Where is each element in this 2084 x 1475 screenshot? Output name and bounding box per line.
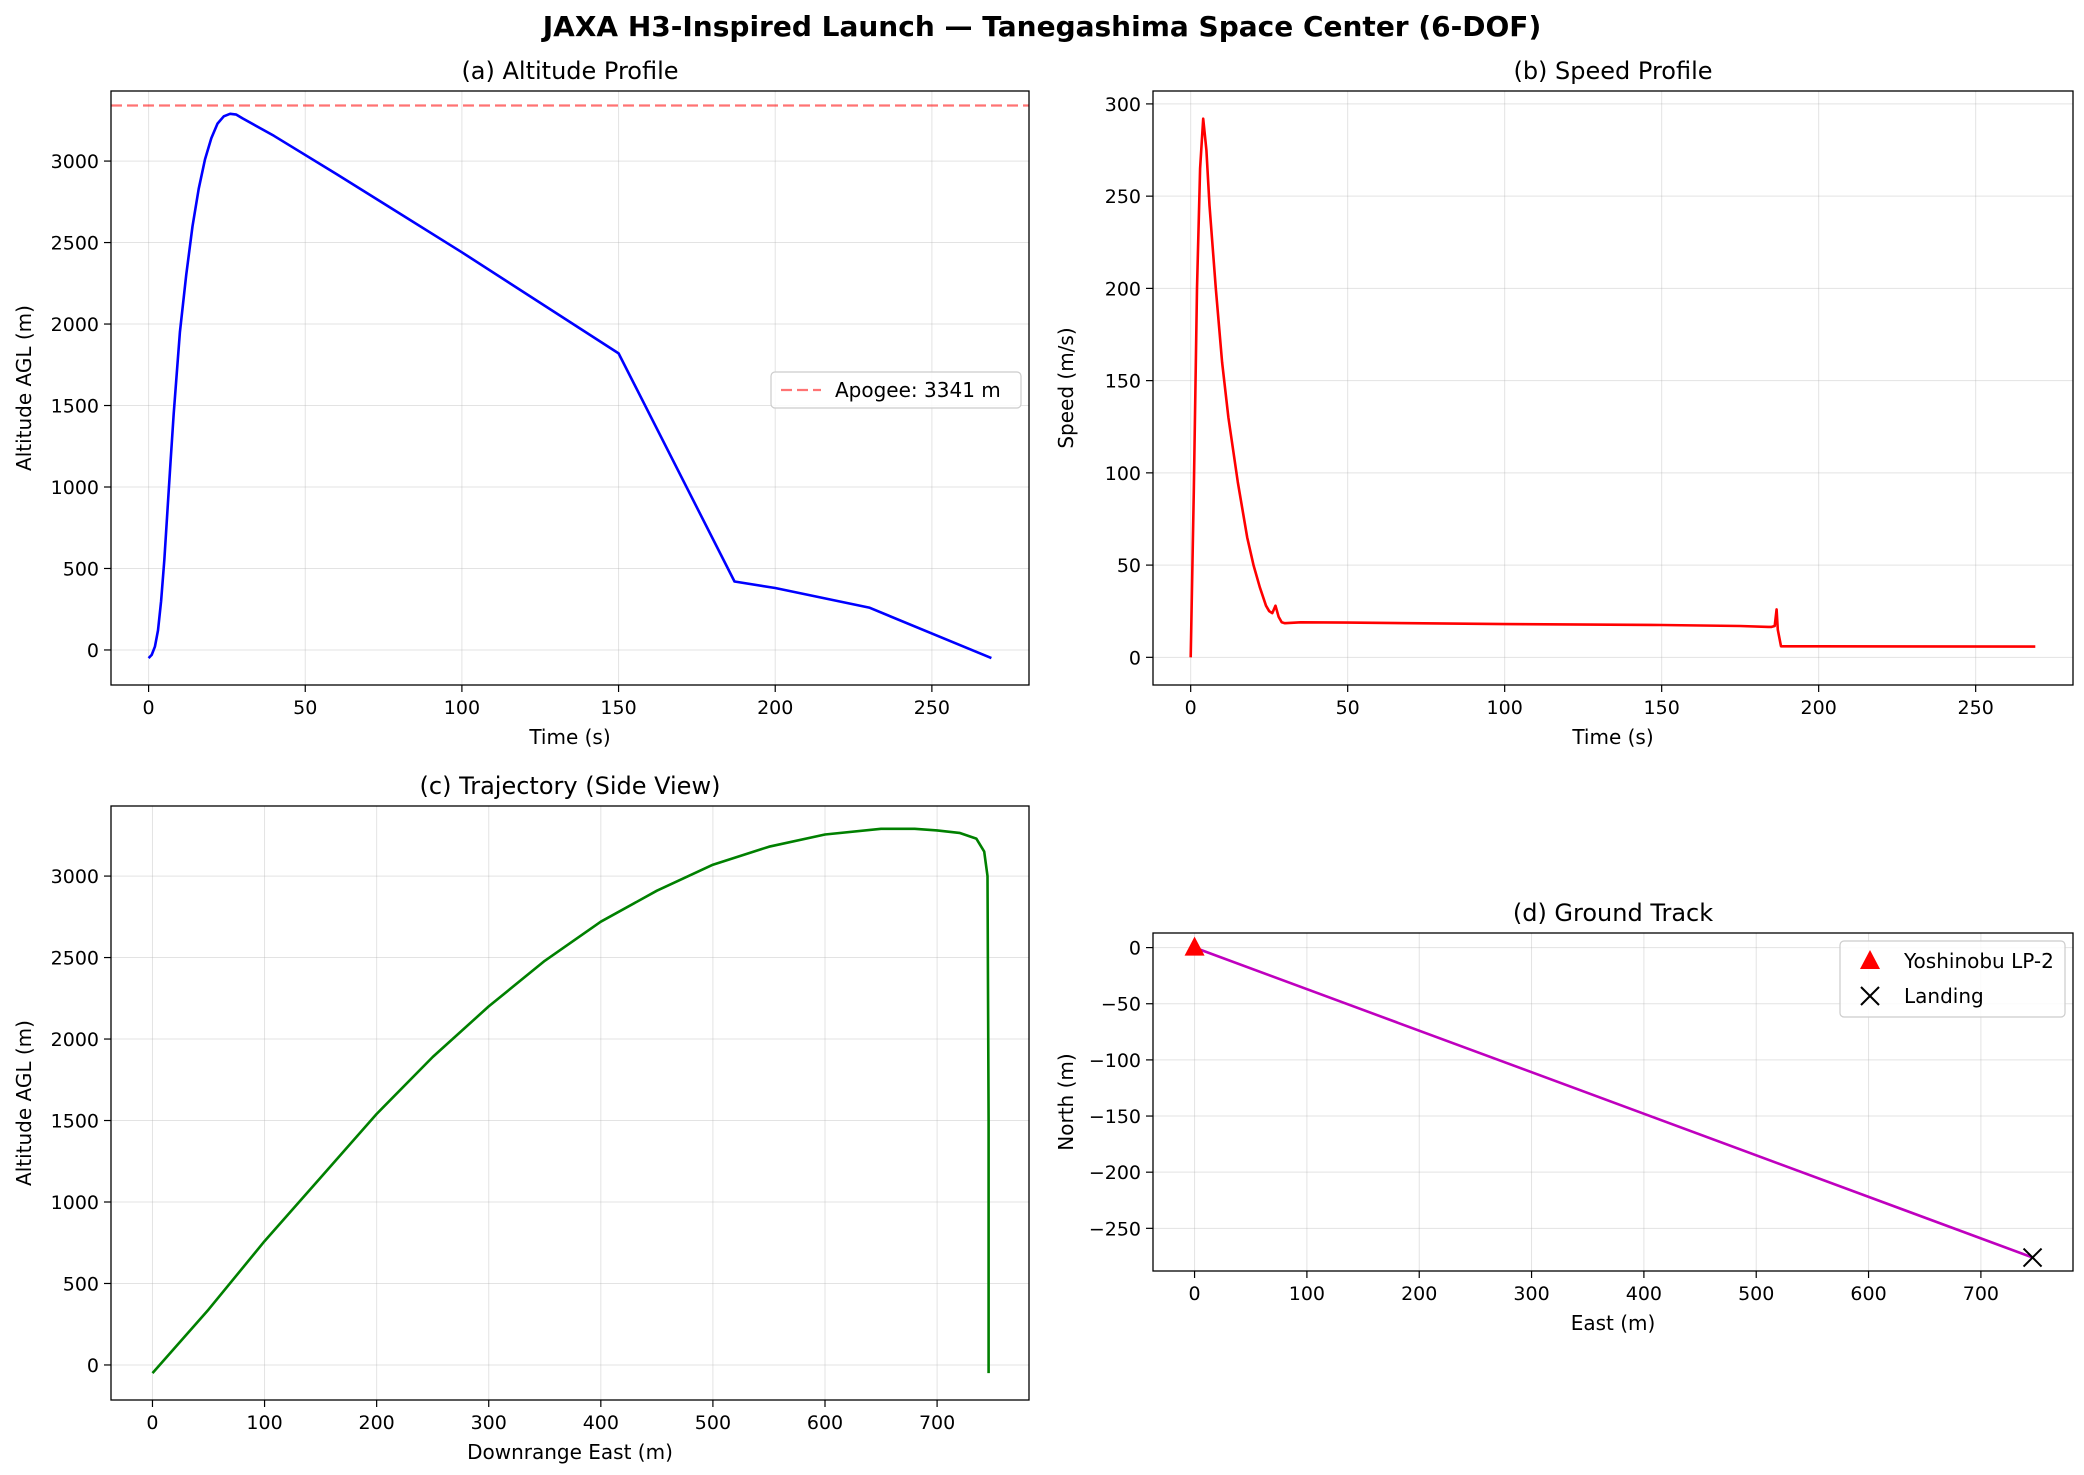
y-tick-label: −200: [1089, 1162, 1141, 1184]
x-tick-label: 600: [1850, 1283, 1886, 1305]
x-tick-label: 250: [1958, 697, 1994, 719]
y-tick-label: 300: [1105, 94, 1141, 116]
panel-title: (b) Speed Profile: [1513, 57, 1712, 85]
y-axis-label: North (m): [1054, 1053, 1078, 1150]
y-tick-label: 50: [1117, 555, 1141, 577]
x-axis-label: Downrange East (m): [467, 1440, 673, 1464]
x-tick-label: 50: [293, 697, 317, 719]
x-tick-label: 500: [1738, 1283, 1774, 1305]
y-tick-label: −50: [1101, 994, 1141, 1016]
x-tick-label: 200: [1801, 697, 1837, 719]
x-tick-label: 600: [807, 1412, 843, 1434]
x-tick-label: 100: [1289, 1283, 1325, 1305]
y-tick-label: 3000: [51, 866, 99, 888]
panel-altitude-profile: 0 50 100 150 200 250050010001500200025003000(…: [12, 57, 1030, 749]
x-tick-label: 0: [146, 1412, 158, 1434]
x-tick-label: 700: [919, 1412, 955, 1434]
x-tick-label: 400: [1626, 1283, 1662, 1305]
panel-title: (c) Trajectory (Side View): [420, 772, 721, 800]
series-line: [147, 112, 992, 660]
x-axis-label: Time (s): [1571, 725, 1653, 749]
x-tick-label: 150: [600, 697, 636, 719]
series-line: [151, 827, 990, 1374]
landing-marker: [2022, 1247, 2043, 1268]
legend-box: [770, 371, 1022, 409]
legend-marker-triangle: [1860, 950, 1880, 969]
axes-frame: [110, 90, 1030, 686]
panel-speed-profile: 0 50 100 150 200 250 0 50 100 150 200 250 300 (b) Spe…: [1054, 57, 2074, 749]
y-axis-label: Altitude AGL (m): [12, 1020, 36, 1186]
x-tick-label: 100: [1487, 697, 1523, 719]
y-tick-label: 0: [87, 640, 99, 662]
y-tick-label: 200: [1105, 278, 1141, 300]
x-tick-label: 300: [471, 1412, 507, 1434]
y-tick-label: 1500: [51, 1111, 99, 1133]
x-axis-label: East (m): [1571, 1311, 1656, 1335]
series-line: [1189, 117, 2036, 658]
y-tick-label: −100: [1089, 1050, 1141, 1072]
y-tick-label: 0: [87, 1355, 99, 1377]
x-tick-label: 100: [444, 697, 480, 719]
panel-trajectory-side-view: 0 100 200 300 400 500 600 700 0 500 1000 1500 2000 25…: [12, 772, 1030, 1464]
x-tick-label: 0: [1189, 1283, 1201, 1305]
y-tick-label: 500: [63, 1273, 99, 1295]
legend-label: Landing: [1904, 984, 1984, 1008]
axes-frame: [1152, 932, 2074, 1272]
y-axis-label: Altitude AGL (m): [12, 305, 36, 471]
y-tick-label: 1500: [51, 396, 99, 418]
landing-marker-stroke: [2022, 1247, 2043, 1268]
y-tick-label: 250: [1105, 186, 1141, 208]
x-tick-label: 0: [143, 697, 155, 719]
figure-suptitle: JAXA H3-Inspired Launch — Tanegashima Sp…: [541, 10, 1541, 43]
y-tick-label: 500: [63, 558, 99, 580]
axes-frame: [110, 805, 1030, 1401]
y-tick-label: 3000: [51, 151, 99, 173]
y-tick-label: 100: [1105, 463, 1141, 485]
y-tick-label: 0: [1129, 647, 1141, 669]
panel-title: (d) Ground Track: [1513, 899, 1713, 927]
y-tick-label: 2000: [51, 1029, 99, 1051]
y-tick-label: 1000: [51, 477, 99, 499]
y-tick-label: −250: [1089, 1218, 1141, 1240]
y-axis-label: Speed (m/s): [1054, 327, 1078, 448]
legend: Apogee: 3341 m: [770, 371, 1022, 409]
y-tick-label: 2500: [51, 948, 99, 970]
legend-marker-x: [1860, 986, 1880, 1006]
y-tick-label: −150: [1089, 1106, 1141, 1128]
x-tick-label: 50: [1336, 697, 1360, 719]
x-tick-label: 150: [1644, 697, 1680, 719]
legend: Yoshinobu LP-2 Landing: [1839, 940, 2066, 1018]
x-tick-label: 500: [695, 1412, 731, 1434]
legend-box: [1839, 940, 2066, 1018]
x-tick-label: 100: [246, 1412, 282, 1434]
axes-frame: [1152, 90, 2074, 686]
series-line: [1194, 946, 2034, 1259]
y-tick-label: 1000: [51, 1192, 99, 1214]
panel-ground-track: 0 100 200 300 400 500 600 700 0 −50 −100 −150 −200 −2…: [1054, 899, 2074, 1335]
x-tick-label: 0: [1185, 697, 1197, 719]
y-tick-label: 2500: [51, 233, 99, 255]
x-tick-label: 200: [359, 1412, 395, 1434]
y-tick-label: 150: [1105, 371, 1141, 393]
legend-label: Yoshinobu LP-2: [1903, 949, 2054, 973]
y-tick-label: 0: [1129, 938, 1141, 960]
legend-label: Apogee: 3341 m: [835, 378, 1001, 402]
x-tick-label: 300: [1513, 1283, 1549, 1305]
x-axis-label: Time (s): [528, 725, 610, 749]
x-tick-label: 700: [1963, 1283, 1999, 1305]
y-tick-label: 2000: [51, 314, 99, 336]
x-tick-label: 200: [1401, 1283, 1437, 1305]
launch-site-marker: [1184, 936, 1205, 956]
panel-title: (a) Altitude Profile: [461, 57, 678, 85]
x-tick-label: 200: [757, 697, 793, 719]
x-tick-label: 400: [583, 1412, 619, 1434]
x-tick-label: 250: [914, 697, 950, 719]
